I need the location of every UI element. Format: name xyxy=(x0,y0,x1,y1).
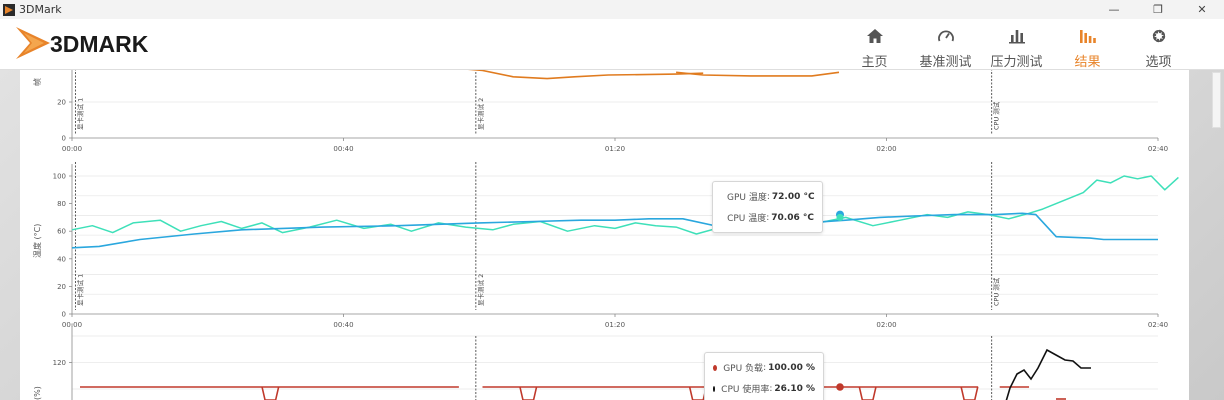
bar-chart-icon xyxy=(1007,26,1027,46)
nav-home-label: 主页 xyxy=(861,55,888,70)
gauge-icon xyxy=(936,26,956,46)
results-icon xyxy=(1078,26,1098,46)
y-axis-title: 帧 xyxy=(32,78,42,86)
tooltip-cpu-temp-row: CPU 温度: 70.06 °C xyxy=(721,212,814,224)
y-tick-label: 80 xyxy=(57,200,66,208)
tooltip-gpu-load-label: GPU 负载 xyxy=(723,364,764,374)
nav-options[interactable]: 选项 xyxy=(1123,19,1194,70)
gpu-load-hover-point xyxy=(836,383,844,391)
y-tick-label: 20 xyxy=(57,283,66,291)
tooltip-gpu-temp-value: 72.00 °C xyxy=(771,191,815,202)
y-tick-label: 100 xyxy=(53,173,66,181)
nav-results-label: 结果 xyxy=(1074,55,1101,70)
monitoring-charts: 0 20 00:00 00:40 01:20 02:00 02:40 显卡测试 1 显卡测试 2… xyxy=(32,70,1179,400)
tooltip-gpu-load-row: GPU 负载: 100.00 % xyxy=(713,357,815,378)
tooltip-gpu-temp-row: GPU 温度: 72.00 °C xyxy=(727,191,815,204)
x-tick-label: 02:40 xyxy=(1148,145,1168,153)
x-tick-label: 02:00 xyxy=(876,321,896,329)
app-logo[interactable]: 3DMARK xyxy=(14,23,189,63)
y-tick-label: 60 xyxy=(57,228,66,236)
cpu-usage-dot xyxy=(713,385,716,392)
frame-rate-series xyxy=(467,70,704,80)
load-tooltip: GPU 负载: 100.00 % CPU 使用率: 26.10 % xyxy=(704,352,824,400)
gpu-load-dip xyxy=(960,386,979,400)
tooltip-gpu-load-value: 100.00 % xyxy=(768,362,815,373)
close-button[interactable]: ✕ xyxy=(1197,3,1207,16)
app-header: 3DMARK 主页 基准测试 压力测试 xyxy=(0,19,1224,70)
logo-text: 3DMARK xyxy=(50,31,149,57)
y-axis-title: 温度 (°C) xyxy=(32,224,42,258)
y-tick-label: 120 xyxy=(53,359,66,367)
test-marker-label: 显卡测试 1 xyxy=(75,274,84,306)
test-marker-label: CPU 测试 xyxy=(992,277,1001,306)
window-title: 3DMark xyxy=(19,3,62,16)
maximize-button[interactable]: ❐ xyxy=(1153,3,1163,16)
tooltip-cpu-usage-label: CPU 使用率 xyxy=(721,385,770,395)
y-tick-label: 20 xyxy=(57,99,66,107)
app-icon xyxy=(3,3,15,16)
nav-stress-tests[interactable]: 压力测试 xyxy=(981,19,1052,70)
tooltip-cpu-usage-row: CPU 使用率: 26.10 % xyxy=(713,378,815,399)
home-icon xyxy=(865,26,885,46)
title-bar: 3DMark — ❐ ✕ xyxy=(0,0,1224,19)
gpu-load-dip xyxy=(519,386,538,400)
results-panel: 0 20 00:00 00:40 01:20 02:00 02:40 显卡测试 1 显卡测试 2… xyxy=(20,70,1189,400)
cpu-temp-hover-point xyxy=(836,213,844,221)
y-tick-label: 0 xyxy=(62,311,66,319)
tooltip-cpu-temp-value: 70.06 °C xyxy=(771,212,814,223)
y-axis-title: (%) xyxy=(33,386,42,400)
gpu-load-dot xyxy=(713,364,718,371)
nav-benchmarks-label: 基准测试 xyxy=(919,55,972,70)
nav-benchmarks[interactable]: 基准测试 xyxy=(910,19,981,70)
window-controls: — ❐ ✕ xyxy=(1092,0,1224,19)
cpu-usage-series xyxy=(1005,348,1091,400)
gpu-load-dip xyxy=(858,386,877,400)
logo-mark-icon xyxy=(16,27,50,59)
test-marker-label: CPU 测试 xyxy=(992,101,1001,130)
nav-home[interactable]: 主页 xyxy=(839,19,910,70)
gpu-temp-series xyxy=(71,212,1158,249)
x-tick-label: 02:40 xyxy=(1148,321,1168,329)
x-tick-label: 02:00 xyxy=(876,145,896,153)
test-marker-label: 显卡测试 2 xyxy=(476,98,485,130)
gear-icon xyxy=(1149,26,1169,46)
y-tick-label: 0 xyxy=(62,135,66,143)
main-nav: 主页 基准测试 压力测试 结果 xyxy=(839,19,1194,70)
test-marker-label: 显卡测试 1 xyxy=(75,98,84,130)
page-scrollbar[interactable] xyxy=(1212,72,1221,128)
gpu-load-dip xyxy=(261,386,280,400)
tooltip-cpu-temp-label: CPU 温度 xyxy=(727,214,767,224)
frame-rate-series xyxy=(676,71,840,77)
y-tick-label: 40 xyxy=(57,255,66,263)
x-tick-label: 00:40 xyxy=(333,145,353,153)
nav-options-label: 选项 xyxy=(1145,55,1172,70)
x-tick-label: 00:40 xyxy=(333,321,353,329)
tooltip-cpu-usage-value: 26.10 % xyxy=(774,383,815,394)
minimize-button[interactable]: — xyxy=(1108,3,1120,16)
test-marker-label: 显卡测试 2 xyxy=(476,274,485,306)
nav-results[interactable]: 结果 xyxy=(1052,19,1123,70)
temperature-tooltip: GPU 温度: 72.00 °C CPU 温度: 70.06 °C xyxy=(712,181,823,233)
nav-stress-tests-label: 压力测试 xyxy=(990,55,1043,70)
x-tick-label: 01:20 xyxy=(605,321,625,329)
x-tick-label: 01:20 xyxy=(605,145,625,153)
tooltip-gpu-temp-label: GPU 温度 xyxy=(727,193,767,203)
x-tick-label: 00:00 xyxy=(62,145,82,153)
cpu-temp-series xyxy=(71,175,1179,235)
